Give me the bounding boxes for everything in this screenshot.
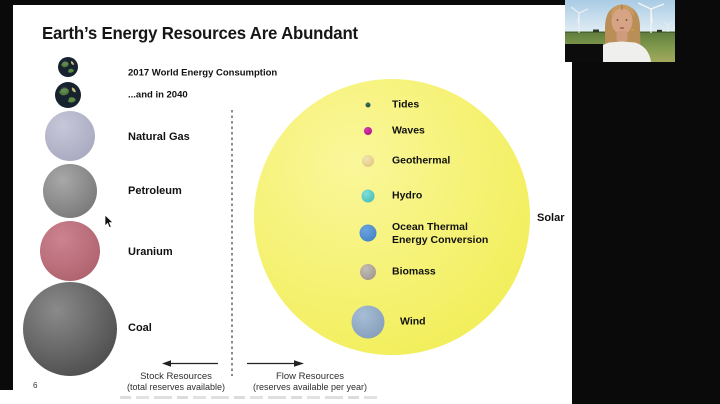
dark-foreground xyxy=(565,44,603,62)
uranium-label: Uranium xyxy=(128,246,173,258)
stock-arrow-left-icon xyxy=(162,360,218,367)
ocean-thermal-label: Ocean Thermal Energy Conversion xyxy=(392,221,488,247)
waves-dot-icon xyxy=(364,127,372,135)
tides-label: Tides xyxy=(392,98,420,111)
uranium-circle xyxy=(40,221,100,281)
waves-label: Waves xyxy=(392,124,425,137)
petroleum-label: Petroleum xyxy=(128,185,182,197)
page-number: 6 xyxy=(33,381,38,390)
coal-circle xyxy=(23,282,117,376)
solar-label: Solar xyxy=(537,212,565,224)
coal-label: Coal xyxy=(128,322,152,334)
flow-axis-label: Flow Resources (reserves available per y… xyxy=(250,371,370,393)
solar-circle xyxy=(254,79,530,355)
consumption-2017-label: 2017 World Energy Consumption xyxy=(128,67,278,79)
stock-axis-title: Stock Resources xyxy=(140,371,212,382)
biomass-dot-icon xyxy=(360,264,376,280)
earth-2017-icon xyxy=(58,57,78,77)
presenter xyxy=(593,4,651,62)
wind-turbine-icon xyxy=(637,2,665,33)
wind-turbine-icon xyxy=(570,6,589,33)
natural-gas-circle xyxy=(45,111,95,161)
biomass-label: Biomass xyxy=(392,265,436,278)
geothermal-dot-icon xyxy=(362,155,374,167)
flow-axis-title: Flow Resources xyxy=(275,371,345,382)
ocean-thermal-line1: Ocean Thermal xyxy=(392,221,468,233)
ocean-thermal-line2: Energy Conversion xyxy=(392,234,489,246)
petroleum-circle xyxy=(43,164,97,218)
flow-axis-subtitle: (reserves available per year) xyxy=(252,382,368,392)
earth-2040-icon xyxy=(55,82,81,108)
wind-turbine-icon xyxy=(663,21,673,32)
slide: Earth’s Energy Resources Are Abundant 20… xyxy=(13,5,572,404)
source-citation-cropped xyxy=(120,396,382,399)
wind-dot-icon xyxy=(351,305,385,339)
wind-label: Wind xyxy=(400,315,426,328)
stock-axis-label: Stock Resources (total reserves availabl… xyxy=(126,371,226,393)
webcam-video[interactable] xyxy=(565,0,675,62)
tides-dot-icon xyxy=(365,102,371,108)
slide-corner-patch xyxy=(0,390,13,404)
stock-axis-subtitle: (total reserves available) xyxy=(126,382,226,392)
natural-gas-label: Natural Gas xyxy=(128,131,190,143)
flow-arrow-right-icon xyxy=(247,360,304,367)
consumption-2040-label: ...and in 2040 xyxy=(128,89,188,101)
hydro-label: Hydro xyxy=(392,189,423,202)
page-title: Earth’s Energy Resources Are Abundant xyxy=(42,23,358,43)
mouse-cursor xyxy=(104,215,114,229)
stock-flow-divider xyxy=(231,110,233,376)
presenter-scene xyxy=(565,0,675,62)
geothermal-label: Geothermal xyxy=(392,154,451,167)
ocean-thermal-dot-icon xyxy=(359,224,377,242)
hydro-dot-icon xyxy=(361,189,375,203)
